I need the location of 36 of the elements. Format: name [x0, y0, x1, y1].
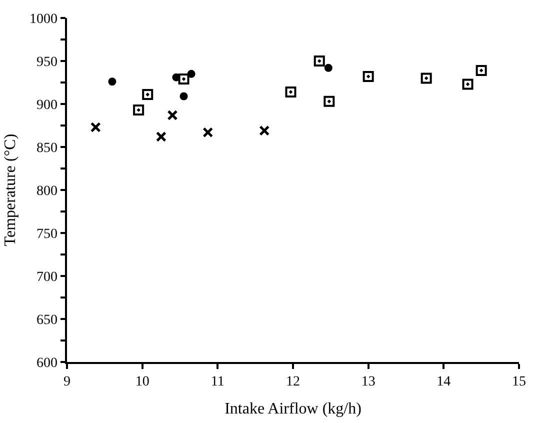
- point: [180, 92, 188, 100]
- x-axis-title: Intake Airflow (kg/h): [224, 400, 362, 418]
- x-tick-label: 13: [361, 374, 376, 390]
- y-tick-label: 800: [36, 184, 58, 199]
- y-axis-title: Temperature (°C): [2, 134, 19, 246]
- y-tick-label: 850: [36, 140, 58, 156]
- y-tick-label: 1000: [29, 12, 58, 27]
- x-tick-label: 12: [286, 374, 300, 390]
- point: [133, 104, 144, 116]
- point: [314, 56, 325, 66]
- y-tick-label: 600: [36, 356, 58, 371]
- y-tick-label: 650: [36, 312, 58, 328]
- point: [156, 131, 166, 142]
- point: [259, 125, 270, 136]
- y-tick-label: 750: [36, 226, 58, 242]
- point: [108, 78, 116, 86]
- point: [178, 74, 190, 85]
- point: [362, 70, 374, 82]
- point: [167, 110, 178, 120]
- point: [476, 64, 487, 76]
- x-tick-label: 9: [64, 374, 70, 390]
- point: [142, 89, 154, 100]
- x-tick-label: 10: [135, 374, 150, 390]
- point: [285, 86, 296, 98]
- point: [420, 72, 432, 84]
- point: [324, 64, 332, 72]
- point: [90, 122, 101, 132]
- y-tick-label: 700: [36, 270, 58, 285]
- point: [462, 78, 474, 90]
- x-tick-label: 15: [512, 374, 526, 390]
- y-tick-label: 950: [36, 54, 58, 70]
- point: [202, 127, 214, 138]
- x-tick-label: 14: [436, 374, 451, 390]
- y-tick-label: 900: [36, 98, 58, 113]
- point: [324, 96, 335, 107]
- x-tick-label: 11: [210, 374, 224, 390]
